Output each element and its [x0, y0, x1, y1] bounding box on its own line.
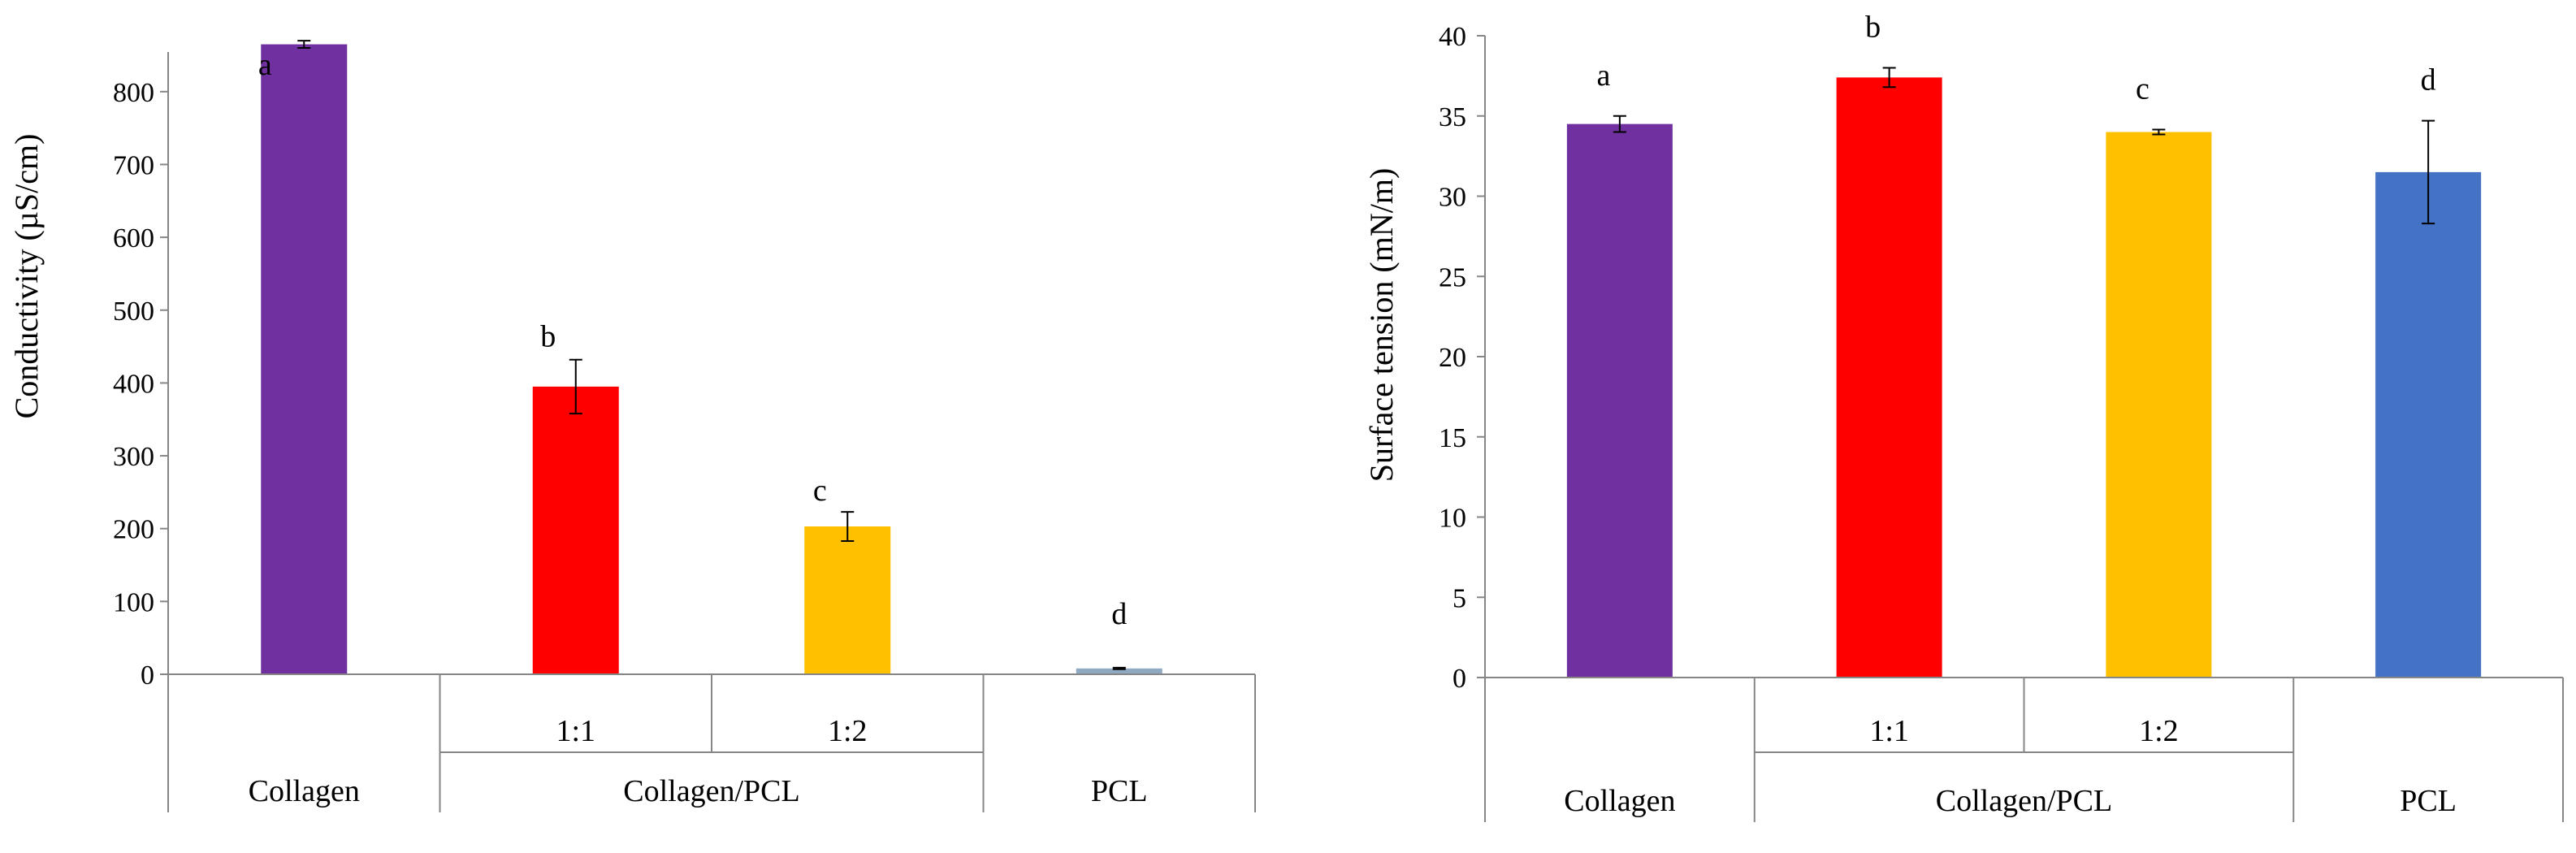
surface-tension-y-tick-label: 20 [1439, 343, 1466, 373]
conductivity-bars [261, 44, 1162, 675]
surface-tension-error-bar [2152, 128, 2166, 136]
surface-tension-bars [1566, 77, 2482, 678]
conductivity-group-collagen-pcl: Collagen/PCL [623, 774, 799, 808]
conductivity-y-tick-label: 600 [113, 223, 154, 253]
conductivity-error-bar [297, 40, 311, 50]
surface-tension-category-1-1: 1:1 [1869, 714, 1909, 748]
surface-tension-significance-b: b [1865, 11, 1881, 45]
surface-tension-significance-labels: a b c d [1596, 11, 2435, 106]
conductivity-y-tick-label: 300 [113, 442, 154, 472]
conductivity-category-pcl: PCL [1091, 774, 1148, 808]
surface-tension-axis-frame [1484, 36, 2564, 822]
conductivity-error-bars [297, 40, 1126, 670]
surface-tension-significance-d: d [2421, 63, 2436, 97]
conductivity-error-bar [841, 511, 855, 542]
surface-tension-error-bar [1613, 115, 1626, 133]
conductivity-category-collagen: Collagen [249, 774, 360, 808]
conductivity-y-tick-label: 500 [113, 297, 154, 327]
conductivity-bar-collagen [261, 44, 348, 675]
conductivity-y-ticks: 0 100 200 300 400 500 600 700 800 [113, 78, 168, 691]
surface-tension-group-collagen-pcl: Collagen/PCL [1936, 784, 2112, 818]
surface-tension-significance-a: a [1596, 58, 1610, 93]
conductivity-y-tick-label: 100 [113, 587, 154, 617]
surface-tension-bar-pcl [2375, 171, 2482, 678]
conductivity-significance-b: b [540, 320, 556, 354]
surface-tension-category-1-2: 1:2 [2139, 714, 2179, 748]
surface-tension-y-tick-label: 30 [1439, 183, 1466, 213]
surface-tension-category-collagen: Collagen [1564, 784, 1675, 818]
conductivity-y-tick-label: 0 [141, 660, 154, 691]
conductivity-category-1-2: 1:2 [828, 714, 868, 748]
conductivity-chart: Conductivity (µS/cm) 0 100 200 300 400 500 600… [8, 40, 1256, 812]
surface-tension-y-tick-label: 25 [1439, 262, 1466, 292]
conductivity-significance-labels: a b c d [258, 48, 1127, 631]
surface-tension-chart: Surface tension (mN/m) 0510152025303540 … [1363, 11, 2564, 822]
conductivity-bar-pcl [1076, 668, 1162, 674]
conductivity-y-axis-title: Conductivity (µS/cm) [8, 134, 45, 419]
conductivity-y-tick-label: 200 [113, 515, 154, 545]
conductivity-significance-d: d [1111, 597, 1127, 631]
surface-tension-y-tick-label: 0 [1453, 664, 1466, 694]
surface-tension-error-bars [1613, 67, 2435, 225]
surface-tension-error-bar [2422, 119, 2435, 225]
surface-tension-y-axis-title: Surface tension (mN/m) [1363, 168, 1400, 483]
surface-tension-y-tick-label: 15 [1439, 423, 1466, 453]
surface-tension-bar-1-2 [2106, 132, 2212, 678]
surface-tension-significance-c: c [2136, 72, 2150, 106]
surface-tension-y-tick-label: 35 [1439, 102, 1466, 132]
surface-tension-y-tick-label: 5 [1453, 583, 1466, 613]
conductivity-significance-a: a [258, 48, 272, 82]
surface-tension-y-ticks: 0 5 10 15 20 25 30 35 40 [1439, 22, 1485, 694]
surface-tension-bar-1-1 [1836, 77, 1942, 678]
conductivity-error-bar [569, 358, 582, 415]
surface-tension-y-tick-label: 10 [1439, 504, 1466, 534]
conductivity-error-bar [1112, 666, 1126, 670]
surface-tension-y-tick-label: 40 [1439, 22, 1466, 52]
surface-tension-error-bar [1882, 67, 1896, 89]
surface-tension-category-pcl: PCL [2400, 784, 2457, 818]
conductivity-y-tick-label: 400 [113, 369, 154, 399]
conductivity-y-tick-label: 700 [113, 150, 154, 180]
conductivity-y-tick-label: 800 [113, 78, 154, 108]
conductivity-bar-1-2 [804, 526, 891, 674]
conductivity-bar-1-1 [532, 386, 619, 674]
surface-tension-bar-collagen [1566, 123, 1673, 678]
conductivity-significance-c: c [813, 474, 827, 508]
conductivity-axis-frame [167, 52, 1256, 812]
conductivity-category-1-1: 1:1 [556, 714, 595, 748]
